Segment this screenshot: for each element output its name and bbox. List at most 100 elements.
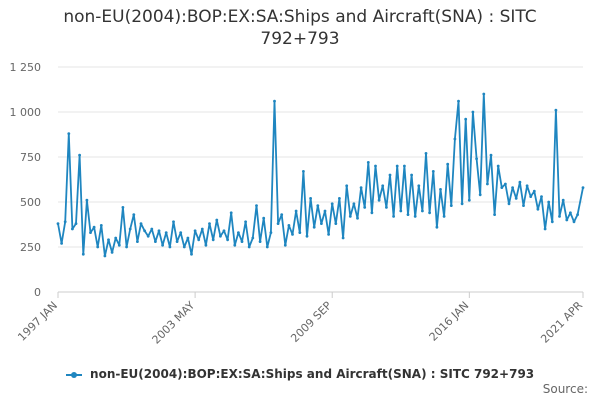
data-point [146, 234, 150, 238]
data-point [334, 222, 338, 226]
data-point [139, 222, 143, 226]
data-point [493, 213, 496, 217]
data-point [204, 243, 208, 247]
data-point [370, 211, 374, 215]
data-point [200, 227, 204, 231]
chart-title: non-EU(2004):BOP:EX:SA:Ships and Aircraf… [63, 7, 537, 49]
data-point [222, 229, 226, 233]
data-point [92, 225, 96, 229]
data-point [186, 236, 190, 240]
data-point [280, 213, 284, 217]
data-point [305, 234, 309, 238]
data-point [71, 227, 74, 231]
data-point [352, 202, 356, 206]
data-point [543, 227, 547, 231]
y-tick-label: 1 000 [10, 106, 42, 119]
data-point [550, 220, 554, 224]
data-point [323, 209, 327, 213]
x-tick-label: 2021 APR [538, 299, 585, 346]
data-point [392, 215, 395, 218]
data-point [406, 213, 410, 217]
data-point [132, 213, 136, 217]
data-point [345, 184, 349, 188]
data-point [154, 240, 157, 244]
data-point [255, 204, 258, 208]
data-point [565, 218, 569, 222]
data-point [359, 186, 363, 190]
data-point [522, 204, 525, 208]
data-point [89, 231, 92, 235]
data-point [121, 206, 125, 209]
data-point [157, 229, 161, 233]
data-point [309, 197, 312, 200]
data-point [478, 193, 482, 197]
data-point [403, 164, 406, 168]
data-point [385, 206, 388, 209]
data-point [424, 152, 428, 155]
data-point [229, 211, 233, 215]
data-point [81, 252, 85, 256]
data-point [435, 225, 439, 229]
data-point [558, 215, 561, 218]
data-point [576, 213, 579, 217]
data-point [482, 92, 486, 96]
data-point [233, 243, 237, 247]
data-point [197, 238, 201, 242]
data-point [265, 245, 269, 249]
data-point [107, 238, 110, 242]
data-point [251, 236, 255, 240]
data-point [572, 220, 576, 224]
x-tick-label: 1997 JAN [15, 299, 60, 344]
data-point [247, 245, 251, 249]
data-point [489, 153, 493, 157]
data-point [125, 245, 128, 249]
data-point [363, 206, 367, 209]
data-point [453, 137, 457, 141]
legend[interactable]: non-EU(2004):BOP:EX:SA:Ships and Aircraf… [0, 367, 600, 381]
data-point [276, 222, 280, 226]
data-point [500, 186, 504, 190]
x-tick-label: 2016 JAN [427, 299, 472, 344]
data-point [464, 117, 468, 121]
data-point [316, 204, 320, 208]
data-point [413, 215, 417, 218]
data-point [215, 218, 219, 222]
data-point [219, 234, 222, 238]
data-point [103, 254, 107, 258]
data-point [294, 209, 298, 213]
series-line [57, 93, 584, 257]
source-label: Source: [542, 382, 588, 396]
data-point [561, 198, 565, 202]
data-point [60, 242, 63, 245]
data-point [536, 207, 540, 211]
data-point [262, 216, 266, 220]
data-point [110, 251, 114, 254]
y-tick-label: 750 [20, 151, 41, 164]
data-point [168, 245, 172, 249]
data-point [291, 233, 294, 236]
data-point [504, 182, 507, 186]
data-point [273, 99, 276, 103]
data-point [457, 99, 460, 103]
data-point [114, 236, 118, 240]
data-point [150, 227, 154, 231]
data-point [486, 182, 489, 186]
data-point [395, 164, 399, 168]
data-point [547, 200, 551, 204]
data-point [164, 231, 168, 235]
y-tick-label: 1 250 [10, 61, 42, 74]
data-point [175, 240, 179, 244]
data-point [117, 243, 121, 247]
data-point [193, 229, 197, 233]
data-point [532, 189, 536, 193]
data-point [366, 161, 370, 164]
data-point [172, 220, 175, 224]
data-point [446, 162, 450, 166]
data-point [330, 202, 334, 206]
legend-label[interactable]: non-EU(2004):BOP:EX:SA:Ships and Aircraf… [90, 367, 535, 381]
data-point [56, 222, 60, 226]
x-tick-label: 2009 SEP [288, 299, 334, 345]
data-point [496, 164, 500, 168]
data-point [320, 222, 323, 226]
data-point [356, 216, 359, 220]
